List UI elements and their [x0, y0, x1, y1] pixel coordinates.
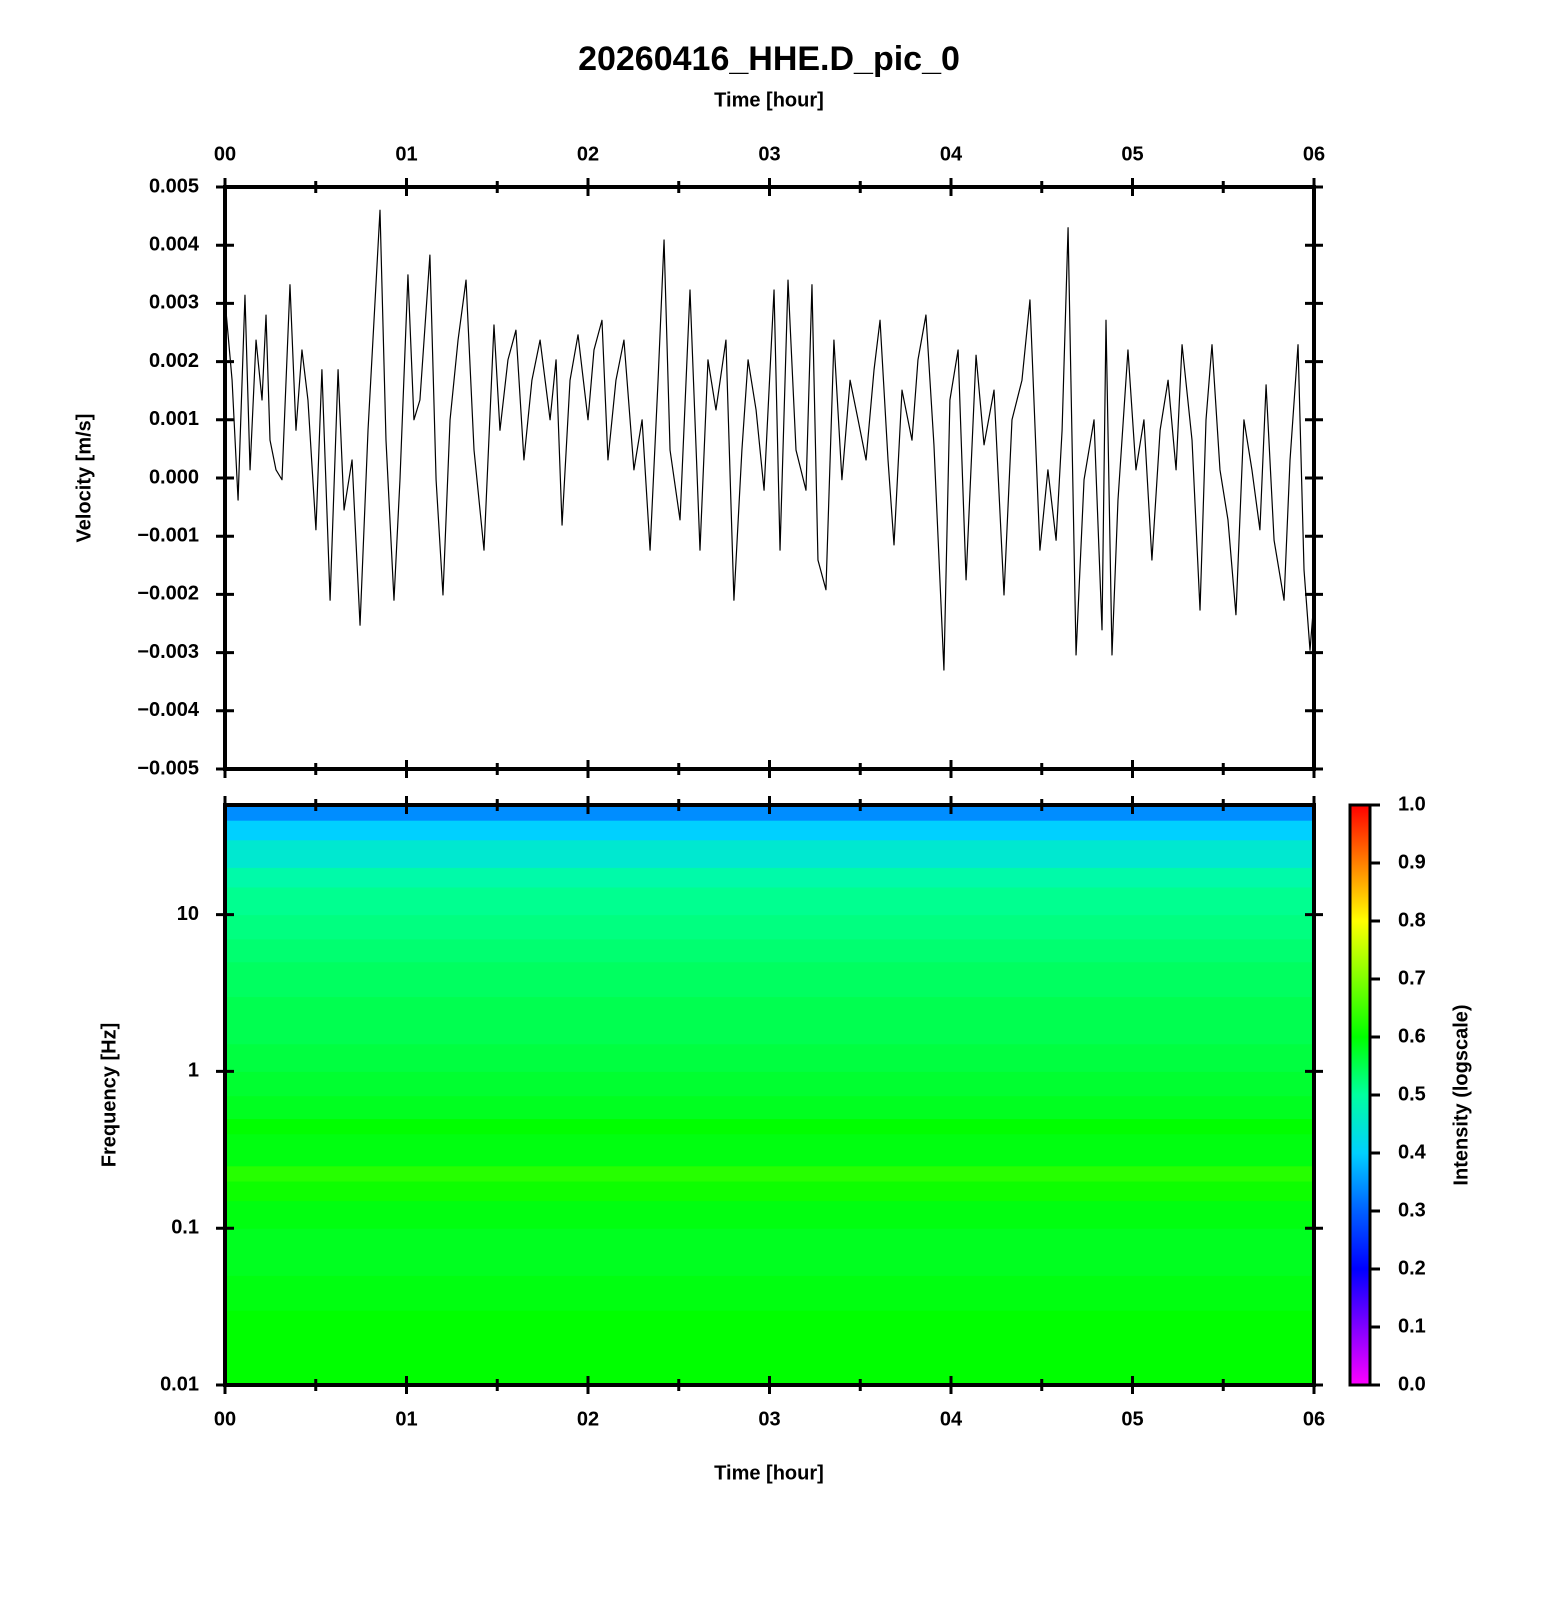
colorbar-tick-label: 0.6 [1398, 1025, 1426, 1047]
spectrogram-band [225, 1118, 1314, 1135]
spectrogram-band [225, 1043, 1314, 1072]
waveform-line [224, 209, 1315, 671]
spectrogram-band [225, 1275, 1314, 1311]
spectrogram-band [225, 1071, 1314, 1097]
x-tick-label: 00 [214, 1408, 236, 1430]
spectrogram-band [225, 1252, 1314, 1276]
colorbar-tick-label: 0.3 [1398, 1199, 1426, 1221]
colorbar-tick-label: 0.2 [1398, 1257, 1426, 1279]
colorbar-tick-label: 0.1 [1398, 1315, 1426, 1337]
spectrogram-band [225, 1153, 1314, 1167]
x-axis-title: Time [hour] [714, 1462, 824, 1484]
y-tick-label: −0.004 [137, 699, 200, 721]
spectrogram-band [225, 1200, 1314, 1229]
x-tick-label: 05 [1121, 143, 1143, 165]
x-tick-label: 04 [940, 143, 963, 165]
colorbar-tick-label: 0.4 [1398, 1141, 1427, 1163]
colorbar-tick-label: 0.0 [1398, 1373, 1426, 1395]
spectrogram-band [225, 1310, 1314, 1339]
spectrogram-band [225, 886, 1314, 916]
colorbar-tick-label: 0.9 [1398, 851, 1426, 873]
spectrogram-band [225, 867, 1314, 888]
chart-title: 20260416_HHE.D_pic_0 [578, 40, 960, 78]
x-tick-label: 06 [1303, 1408, 1325, 1430]
y-tick-label: 1 [188, 1060, 199, 1082]
colorbar-tick-label: 0.8 [1398, 909, 1426, 931]
y-tick-label: −0.001 [137, 524, 199, 546]
spectrogram-band [225, 1024, 1314, 1045]
x-tick-label: 04 [940, 1408, 963, 1430]
y-tick-label: −0.003 [137, 641, 199, 663]
spectrogram-band [225, 820, 1314, 841]
x-tick-label: 01 [395, 143, 417, 165]
x-tick-label: 02 [577, 143, 599, 165]
y-tick-label: −0.002 [137, 583, 199, 605]
plot-frame [223, 803, 1316, 1387]
colorbar-tick-label: 0.5 [1398, 1083, 1426, 1105]
x-tick-label: 02 [577, 1408, 599, 1430]
spectrogram-band [225, 1180, 1314, 1202]
x-tick-label: 05 [1121, 1408, 1143, 1430]
y-tick-label: 0.005 [149, 175, 199, 197]
y-tick-label: 0.01 [160, 1373, 199, 1395]
spectrogram-band [225, 1228, 1314, 1253]
y-tick-label: 0.000 [149, 466, 199, 488]
y-tick-label: −0.005 [137, 757, 199, 779]
spectrogram-band [225, 1095, 1314, 1120]
y-tick-label: 10 [177, 903, 199, 925]
x-tick-label: 06 [1303, 143, 1325, 165]
spectrogram-band [225, 1165, 1314, 1182]
spectrogram-band [225, 938, 1314, 963]
y-tick-label: 0.002 [149, 350, 199, 372]
x-tick-label: 03 [758, 1408, 780, 1430]
x-tick-label: 03 [758, 143, 780, 165]
x-tick-label: 01 [395, 1408, 417, 1430]
spectrogram-band [225, 914, 1314, 940]
y-axis-title: Frequency [Hz] [98, 1023, 120, 1167]
spectrogram-band [225, 839, 1314, 868]
plot-frame [223, 185, 1316, 771]
y-tick-label: 0.1 [171, 1216, 199, 1238]
colorbar-tick-label: 0.7 [1398, 967, 1426, 989]
x-tick-label: 00 [214, 143, 236, 165]
y-tick-label: 0.003 [149, 292, 199, 314]
spectrogram-band [225, 996, 1314, 1025]
y-tick-label: 0.001 [149, 408, 199, 430]
spectrogram-band [225, 1133, 1314, 1154]
y-tick-label: 0.004 [149, 233, 200, 255]
spectrogram-band [225, 961, 1314, 998]
y-axis-title: Velocity [m/s] [73, 414, 95, 543]
colorbar [1348, 803, 1372, 1387]
x-axis-title: Time [hour] [714, 89, 824, 111]
colorbar-title: Intensity (logscale) [1450, 1004, 1472, 1185]
colorbar-tick-label: 1.0 [1398, 793, 1426, 815]
